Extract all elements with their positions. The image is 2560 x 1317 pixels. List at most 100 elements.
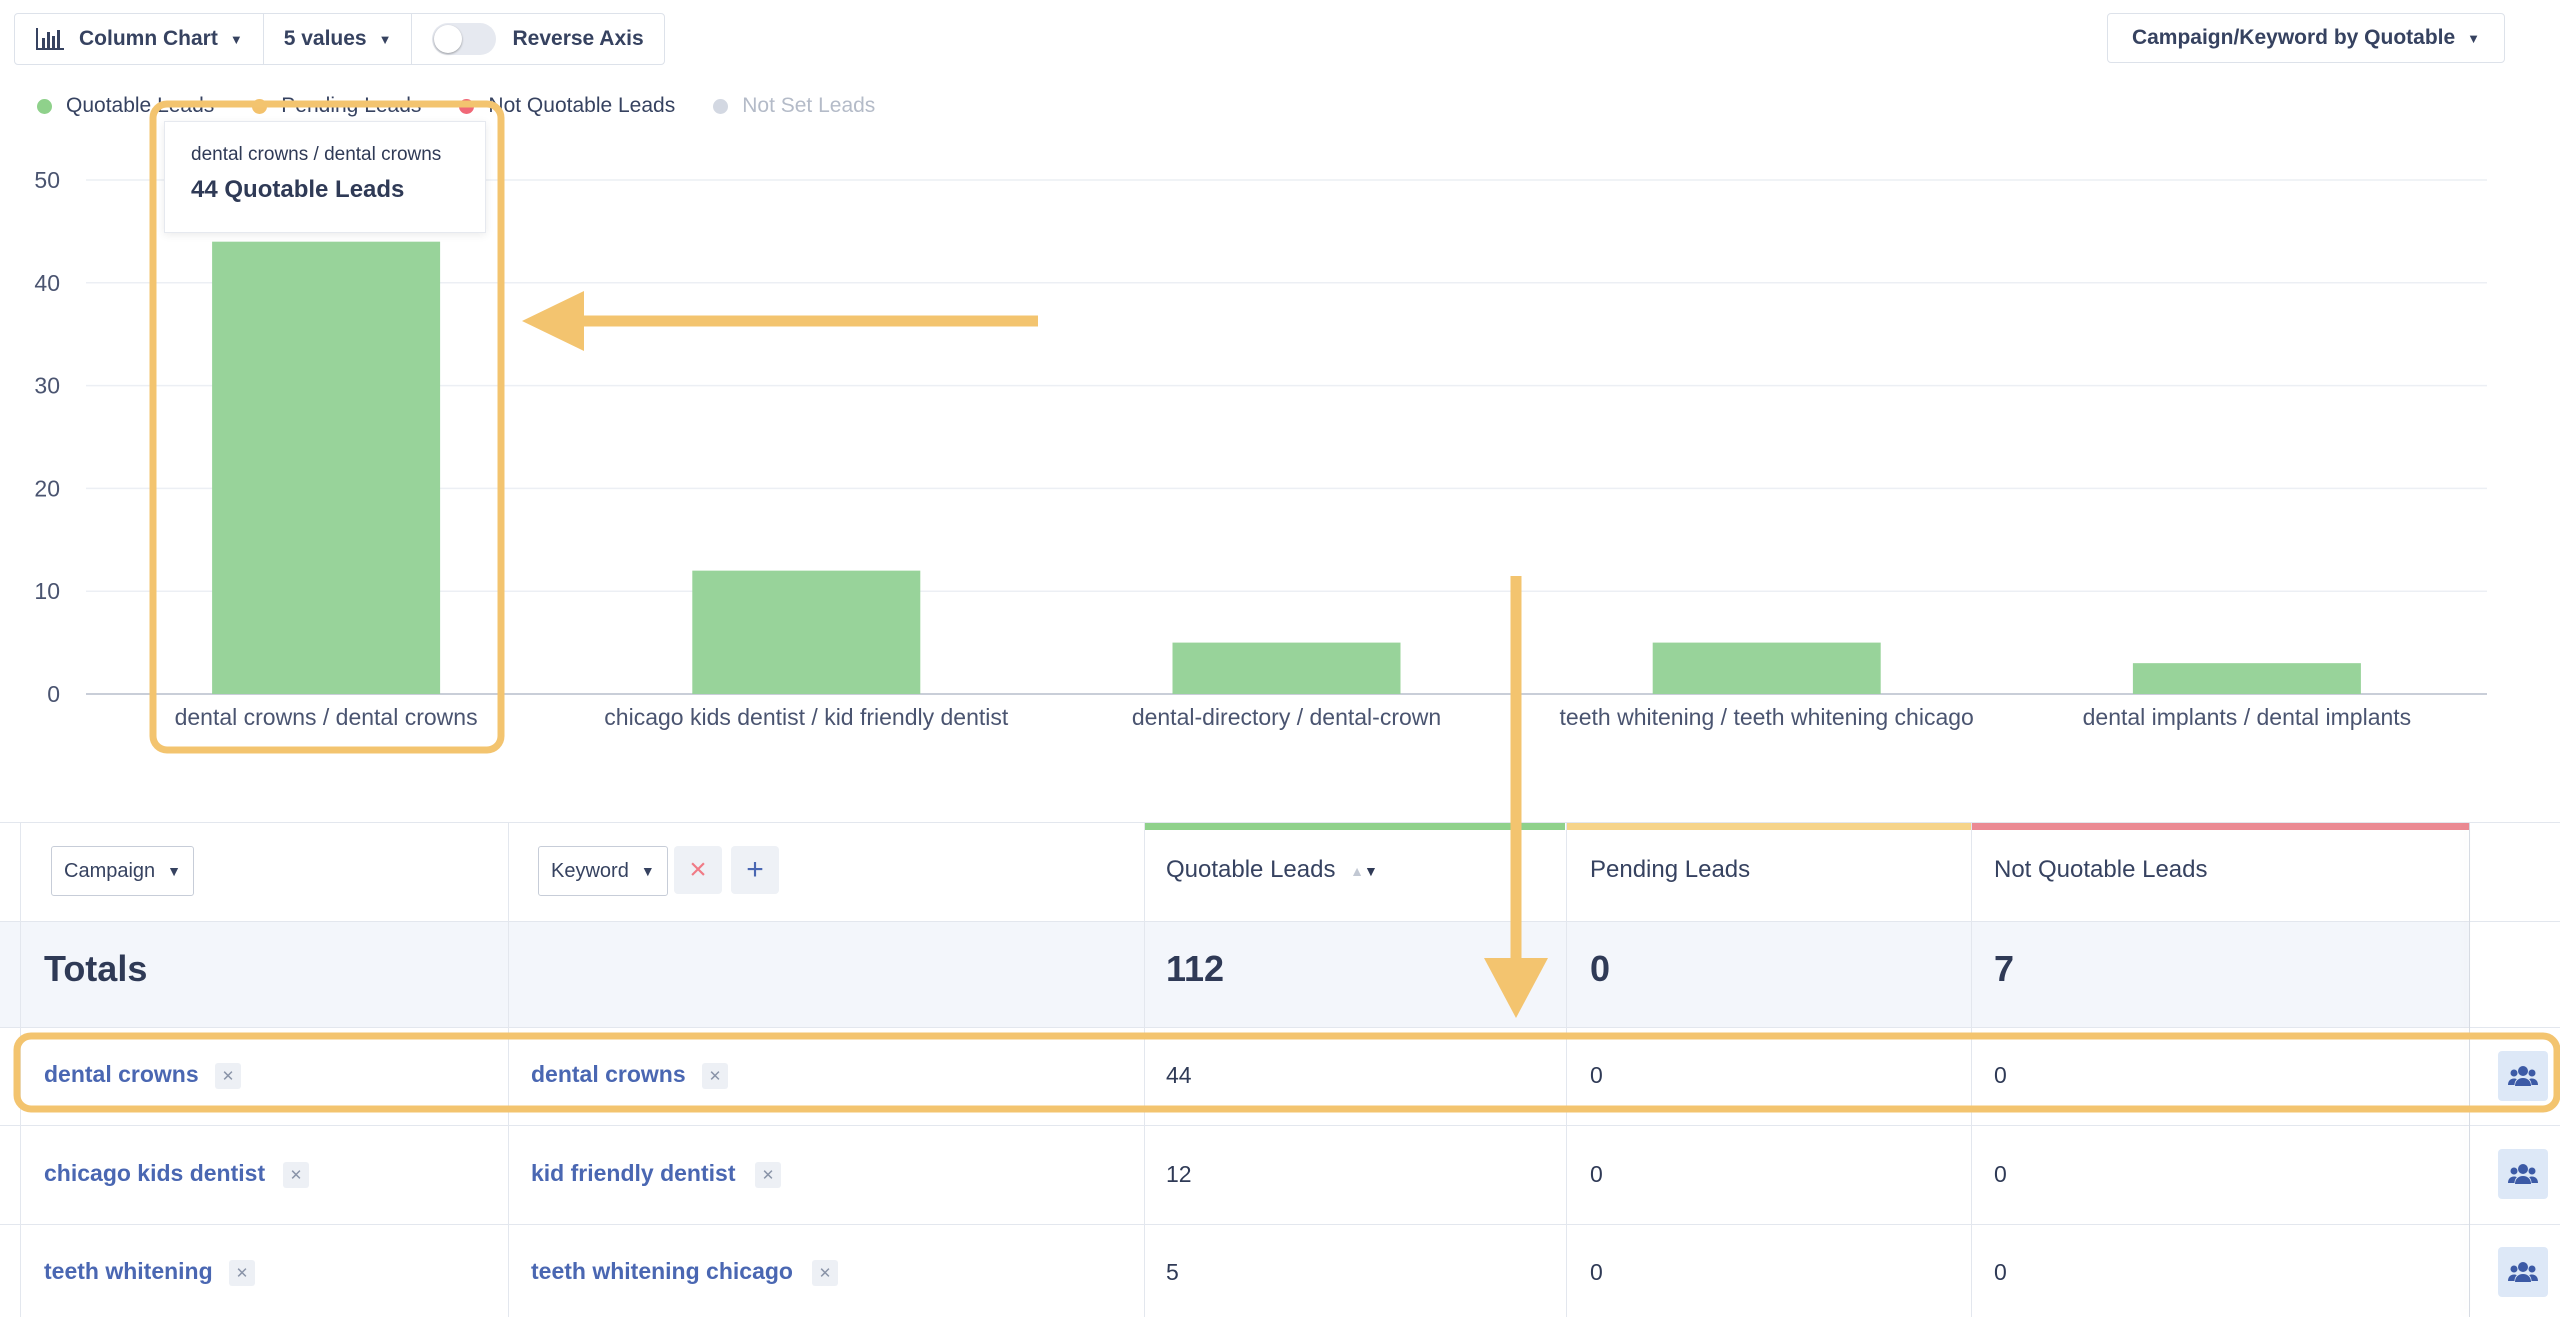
toggle-knob bbox=[434, 25, 463, 53]
not-quotable-value: 0 bbox=[1994, 1062, 2007, 1088]
not-quotable-header-bar bbox=[1972, 823, 2469, 830]
remove-filter-icon[interactable]: ✕ bbox=[812, 1260, 838, 1286]
values-count-label: 5 values bbox=[283, 27, 367, 50]
divider bbox=[1566, 823, 1567, 1317]
reverse-axis-toggle[interactable]: Reverse Axis bbox=[412, 14, 663, 64]
header-label: Pending Leads bbox=[1590, 856, 1751, 883]
campaign-filter-select[interactable]: Campaign ▼ bbox=[51, 846, 195, 896]
legend-item-not-set[interactable]: Not Set Leads bbox=[713, 94, 875, 118]
sort-icon[interactable]: ▲▼ bbox=[1350, 862, 1378, 879]
y-tick-label: 50 bbox=[34, 167, 60, 193]
reverse-axis-label: Reverse Axis bbox=[512, 27, 644, 50]
legend-dot bbox=[37, 98, 52, 114]
column-chart: 0 10 20 30 40 50 dental crowns / dental crowns… bbox=[34, 167, 2487, 730]
divider bbox=[1971, 823, 1972, 1317]
pending-header-bar bbox=[1566, 823, 1971, 830]
header-label: Quotable Leads bbox=[1166, 856, 1336, 883]
keyword-filter-label: Keyword bbox=[551, 859, 629, 882]
campaign-filter-label: Campaign bbox=[64, 859, 156, 882]
legend-label: Not Set Leads bbox=[742, 94, 876, 117]
chevron-down-icon: ▼ bbox=[229, 31, 243, 47]
y-tick-label: 30 bbox=[34, 373, 60, 399]
bar-chart-icon bbox=[36, 28, 64, 50]
quotable-value: 44 bbox=[1166, 1062, 1192, 1088]
users-icon bbox=[2508, 1262, 2538, 1282]
chevron-down-icon: ▼ bbox=[378, 31, 392, 47]
totals-not-quotable: 7 bbox=[1994, 948, 2015, 989]
quotable-value: 12 bbox=[1166, 1161, 1192, 1187]
campaign-link[interactable]: chicago kids dentist bbox=[44, 1160, 266, 1186]
keyword-link[interactable]: kid friendly dentist bbox=[531, 1160, 736, 1186]
add-column-button[interactable]: + bbox=[731, 846, 779, 894]
users-icon bbox=[2508, 1164, 2538, 1184]
remove-filter-icon[interactable]: ✕ bbox=[215, 1063, 241, 1089]
remove-filter-icon[interactable]: ✕ bbox=[283, 1162, 309, 1188]
y-tick-label: 0 bbox=[47, 681, 60, 707]
chart-type-dropdown[interactable]: Column Chart ▼ bbox=[15, 14, 264, 64]
bar[interactable] bbox=[2132, 663, 2361, 694]
header-label: Not Quotable Leads bbox=[1994, 856, 2208, 883]
not-quotable-value: 0 bbox=[1994, 1161, 2007, 1187]
legend-dot bbox=[713, 98, 729, 114]
grouping-dropdown[interactable]: Campaign/Keyword by Quotable ▼ bbox=[2107, 13, 2505, 63]
y-tick-label: 20 bbox=[34, 475, 60, 501]
y-tick-label: 10 bbox=[34, 578, 60, 604]
bar[interactable] bbox=[212, 241, 441, 694]
totals-pending: 0 bbox=[1590, 948, 1611, 989]
keyword-link[interactable]: teeth whitening chicago bbox=[531, 1258, 793, 1284]
plus-icon: + bbox=[746, 853, 764, 886]
chart-type-label: Column Chart bbox=[79, 27, 218, 50]
header-not-quotable-leads[interactable]: Not Quotable Leads bbox=[1994, 856, 2207, 884]
chevron-down-icon: ▼ bbox=[2467, 30, 2481, 46]
x-tick-label: dental-directory / dental-crown bbox=[1132, 704, 1441, 730]
keyword-link[interactable]: dental crowns bbox=[531, 1061, 686, 1087]
remove-column-button[interactable]: × bbox=[674, 846, 722, 894]
header-quotable-leads[interactable]: Quotable Leads ▲▼ bbox=[1166, 856, 1378, 884]
divider bbox=[20, 823, 21, 1317]
close-icon: × bbox=[689, 853, 707, 886]
chart-toolbar: Column Chart ▼ 5 values ▼ Reverse Axis bbox=[14, 13, 665, 65]
values-count-dropdown[interactable]: 5 values ▼ bbox=[264, 14, 413, 64]
divider bbox=[0, 1125, 2560, 1126]
highlight-box-row bbox=[13, 1032, 2560, 1113]
view-leads-button[interactable] bbox=[2498, 1149, 2548, 1199]
toggle-switch[interactable] bbox=[432, 23, 497, 55]
totals-label: Totals bbox=[44, 948, 148, 989]
tooltip-title: dental crowns / dental crowns bbox=[191, 144, 442, 165]
bar[interactable] bbox=[692, 570, 921, 694]
campaign-link[interactable]: teeth whitening bbox=[44, 1258, 213, 1284]
remove-filter-icon[interactable]: ✕ bbox=[755, 1162, 781, 1188]
totals-row bbox=[0, 922, 2470, 1027]
divider bbox=[508, 823, 509, 1317]
totals-quotable: 112 bbox=[1166, 948, 1225, 989]
caret-down-icon: ▼ bbox=[640, 863, 655, 879]
divider bbox=[1144, 823, 1145, 1317]
bar[interactable] bbox=[1172, 642, 1401, 694]
view-leads-button[interactable] bbox=[2498, 1247, 2548, 1297]
bar[interactable] bbox=[1652, 642, 1881, 694]
view-leads-button[interactable] bbox=[2498, 1051, 2548, 1101]
quotable-header-bar bbox=[1145, 823, 1565, 830]
x-tick-label: chicago kids dentist / kid friendly dent… bbox=[604, 704, 1009, 730]
divider bbox=[0, 1027, 2560, 1028]
x-tick-label: teeth whitening / teeth whitening chicag… bbox=[1560, 704, 1974, 730]
x-tick-label: dental crowns / dental crowns bbox=[175, 704, 478, 730]
campaign-link[interactable]: dental crowns bbox=[44, 1061, 199, 1087]
divider bbox=[2469, 823, 2470, 1317]
remove-filter-icon[interactable]: ✕ bbox=[229, 1260, 255, 1286]
chart-tooltip: dental crowns / dental crowns 44 Quotabl… bbox=[164, 121, 486, 233]
header-pending-leads[interactable]: Pending Leads bbox=[1590, 856, 1750, 884]
pending-value: 0 bbox=[1590, 1259, 1603, 1285]
remove-filter-icon[interactable]: ✕ bbox=[702, 1063, 728, 1089]
not-quotable-value: 0 bbox=[1994, 1259, 2007, 1285]
pending-value: 0 bbox=[1590, 1161, 1603, 1187]
tooltip-value: 44 Quotable Leads bbox=[191, 176, 405, 203]
y-tick-label: 40 bbox=[34, 270, 60, 296]
legend-label: Not Quotable Leads bbox=[488, 94, 676, 117]
grouping-label: Campaign/Keyword by Quotable bbox=[2131, 26, 2456, 49]
keyword-filter-select[interactable]: Keyword ▼ bbox=[538, 846, 668, 896]
divider bbox=[0, 822, 2560, 823]
pending-value: 0 bbox=[1590, 1062, 1603, 1088]
quotable-value: 5 bbox=[1166, 1259, 1179, 1285]
caret-down-icon: ▼ bbox=[167, 863, 182, 879]
